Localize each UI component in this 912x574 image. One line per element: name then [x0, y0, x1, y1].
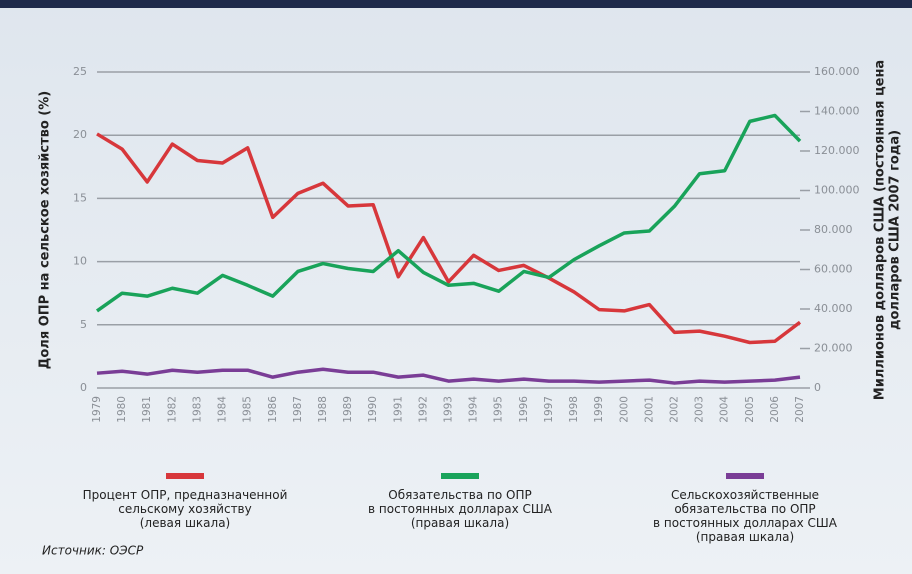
legend-swatch: [166, 473, 204, 479]
x-tick-label: 1982: [166, 396, 178, 423]
y2-tick-label: 140.000: [814, 105, 860, 118]
x-tick-label: 1990: [367, 396, 379, 423]
x-tick-label: 1996: [518, 396, 530, 423]
source: Источник: ОЭСР: [42, 544, 144, 558]
x-tick-label: 1998: [568, 396, 580, 423]
x-tick-label: 1989: [342, 396, 354, 423]
x-tick-label: 1979: [91, 396, 103, 423]
y2-tick-label: 40.000: [814, 302, 853, 315]
x-tick-label: 1992: [417, 396, 429, 423]
x-tick-label: 1999: [593, 396, 605, 423]
x-tick-label: 2005: [744, 396, 756, 423]
y-axis-label: Доля ОПР на сельское хозяйство (%): [38, 91, 53, 369]
y2-axis-label: Миллионов долларов США (постоянная ценад…: [872, 60, 902, 400]
y2-tick-label: 100.000: [814, 184, 860, 197]
legend-swatch: [441, 473, 479, 479]
x-tick-label: 1988: [317, 396, 329, 423]
x-tick-label: 2004: [719, 396, 731, 423]
y2-tick-label: 160.000: [814, 65, 860, 78]
x-tick-label: 1984: [217, 396, 229, 423]
legend-label: Процент ОПР, предназначенной сельскому хо…: [83, 488, 288, 530]
y-tick-label: 15: [73, 191, 87, 204]
x-tick-label: 1980: [116, 396, 128, 423]
x-tick-label: 2007: [794, 396, 806, 423]
x-tick-label: 1994: [468, 396, 480, 423]
y2-tick-label: 20.000: [814, 342, 853, 355]
x-tick-label: 2001: [643, 396, 655, 423]
x-tick-label: 2006: [769, 396, 781, 423]
series-line: [95, 113, 802, 313]
y-tick-label: 20: [73, 128, 87, 141]
x-tick-label: 1985: [242, 396, 254, 423]
x-tick-label: 2002: [668, 396, 680, 423]
x-tick-label: 1993: [443, 396, 455, 423]
x-tick-label: 2000: [618, 396, 630, 423]
x-tick-label: 1986: [267, 396, 279, 423]
y-tick-label: 0: [80, 381, 87, 394]
legend-swatch: [726, 473, 764, 479]
x-tick-label: 1997: [543, 396, 555, 423]
y-tick-label: 10: [73, 255, 87, 268]
top-bar: [0, 0, 912, 8]
y2-tick-label: 120.000: [814, 144, 860, 157]
series-line: [96, 132, 802, 345]
series-line: [96, 367, 801, 385]
y-tick-label: 5: [80, 318, 87, 331]
y2-tick-label: 60.000: [814, 263, 853, 276]
x-tick-label: 1991: [392, 396, 404, 423]
x-tick-label: 1995: [493, 396, 505, 423]
y2-tick-label: 0: [814, 381, 821, 394]
x-tick-label: 1987: [292, 396, 304, 423]
legend-label: Сельскохозяйственные обязательства по ОПР…: [653, 488, 838, 544]
x-tick-label: 1981: [141, 396, 153, 423]
x-tick-label: 2003: [694, 396, 706, 423]
y-tick-label: 25: [73, 65, 87, 78]
y2-tick-label: 80.000: [814, 223, 853, 236]
x-tick-label: 1983: [191, 396, 203, 423]
legend-label: Обязательства по ОПР в постоянных доллара…: [368, 488, 553, 530]
